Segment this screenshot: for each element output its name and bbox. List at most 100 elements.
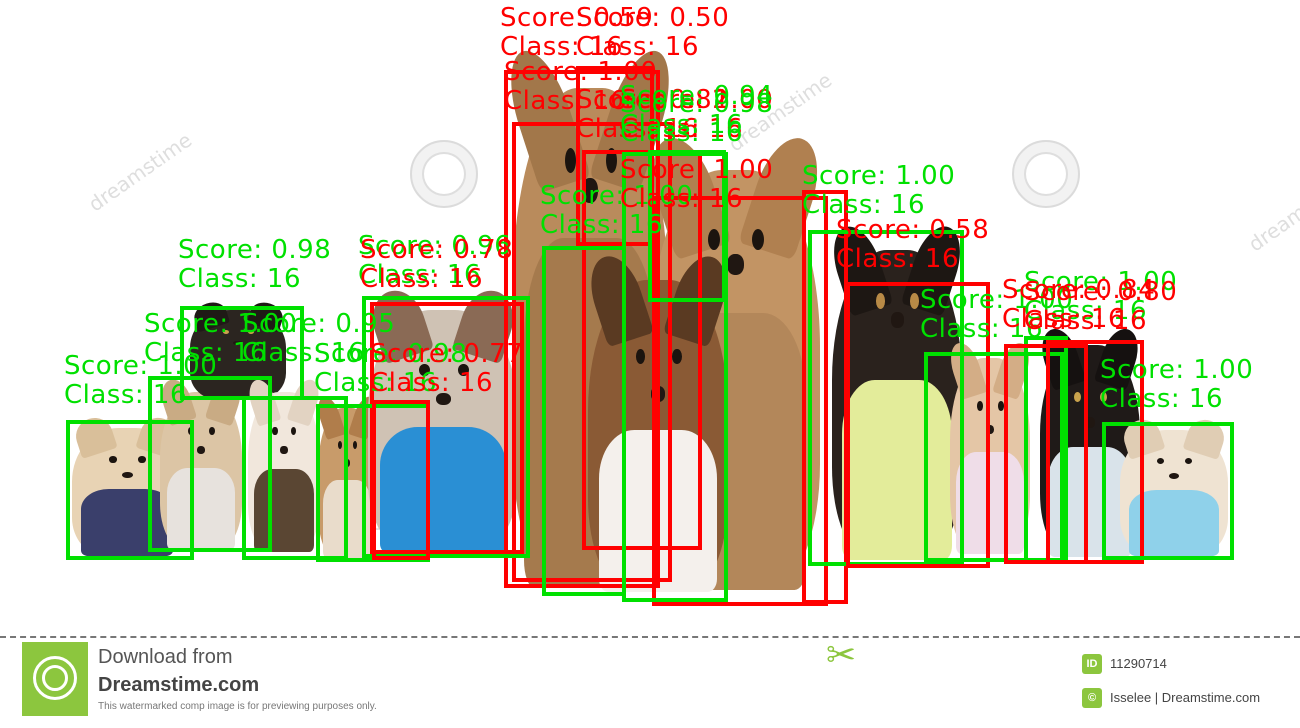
detection-score: Score: 1.00 <box>144 309 298 339</box>
detection-class: Class: 16 <box>370 368 494 398</box>
detection-box <box>362 296 530 558</box>
detection-label: Score: 1.00 Class: 16 <box>64 352 217 410</box>
dreamstime-spiral-logo-icon <box>22 642 88 716</box>
detection-score: Score: 0.84 <box>1002 275 1156 305</box>
detection-class: Class: 16 <box>500 32 624 62</box>
watermark-text: dreamstime <box>83 127 197 217</box>
dog-figure <box>71 412 183 556</box>
detection-class: Class: 16 <box>540 210 664 240</box>
detection-label: Score: 0.59 Class: 16 <box>500 4 653 62</box>
detection-class: Class: 16 <box>242 338 366 368</box>
detection-label: Score: 1.00 Class: 16 <box>620 86 773 144</box>
scissors-icon: ✂ <box>826 635 857 676</box>
detection-label: Score: 0.95 Class: 16 <box>242 310 395 368</box>
detection-class: Class: 16 <box>314 368 438 398</box>
detection-class: Class: 16 <box>1024 296 1148 326</box>
detection-label: Score: 0.84 Class: 16 <box>1002 276 1155 334</box>
detection-label: Score: 0.98 Class: 16 <box>314 340 467 398</box>
detection-class: Class: 16 <box>1002 304 1126 334</box>
detection-score: Score: 0.94 <box>620 81 774 111</box>
detection-class: Class: 16 <box>576 32 700 62</box>
detection-label: Score: 1.00 Class: 16 <box>620 156 773 214</box>
watermark-text: dreamstime <box>1243 167 1300 257</box>
credit-text: Isselee | Dreamstime.com <box>1110 690 1261 705</box>
detection-score: Score: 0.98 <box>178 235 332 265</box>
detection-score: Score: 0.96 <box>358 231 512 261</box>
detection-class: Class: 16 <box>576 114 700 144</box>
detection-label: Score: 1.00 Class: 16 <box>504 58 657 116</box>
detection-score: Score: 1.00 <box>802 161 956 191</box>
detection-label: Score: 0.82 Class: 16 <box>576 86 729 144</box>
dreamstime-brand-text: Dreamstime.com <box>98 674 260 696</box>
detection-class: Class: 16 <box>620 114 744 144</box>
detection-class: Class: 16 <box>1024 306 1148 336</box>
detection-label: Score: 1.00 Class: 16 <box>144 310 297 368</box>
detection-class: Class: 16 <box>1100 384 1224 414</box>
detection-class: Class: 16 <box>144 338 268 368</box>
download-from-text: Download from <box>98 646 233 668</box>
detection-box <box>576 66 654 246</box>
detection-score: Score: 1.00 <box>64 351 218 381</box>
detection-label: Score: 0.58 Class: 16 <box>836 216 989 274</box>
detection-box <box>924 352 1064 562</box>
detection-score: Score: 0.77 <box>370 339 524 369</box>
detection-class: Class: 16 <box>620 184 744 214</box>
detection-box <box>846 282 990 568</box>
detection-box <box>648 150 726 302</box>
detection-label: Score: 0.77 Class: 16 <box>370 340 523 398</box>
copyright-icon: © <box>1082 688 1102 708</box>
detection-score: Score: 0.98 <box>314 339 468 369</box>
detection-box <box>148 376 272 552</box>
detection-box <box>504 70 660 588</box>
detection-class: Class: 16 <box>836 244 960 274</box>
dog-figure <box>364 284 522 554</box>
id-icon: ID <box>1082 654 1102 674</box>
detection-class: Class: 16 <box>620 110 744 140</box>
detection-score: Score: 1.00 <box>1100 355 1254 385</box>
detection-label: Score: 0.94 Class: 16 <box>620 82 773 140</box>
detection-score: Score: 1.00 <box>540 181 694 211</box>
dog-figure <box>824 220 970 560</box>
detection-label: Score: 0.50 Class: 16 <box>576 4 729 62</box>
detection-score: Score: 1.00 <box>620 155 774 185</box>
detection-score: Score: 0.59 <box>500 3 654 33</box>
detection-label: Score: 1.00 Class: 16 <box>540 182 693 240</box>
detection-class: Class: 16 <box>802 190 926 220</box>
detection-score: Score: 0.80 <box>1024 277 1178 307</box>
detection-box <box>372 400 430 560</box>
detection-box <box>66 420 194 560</box>
detection-score: Score: 0.78 <box>360 235 514 265</box>
detection-box <box>1046 340 1144 564</box>
dog-figure <box>157 376 245 550</box>
detection-box <box>652 196 828 606</box>
detection-score: Score: 0.95 <box>242 309 396 339</box>
watermark-spiral-icon <box>410 140 478 208</box>
watermark-footer: Download from Dreamstime.com This waterm… <box>0 636 1300 728</box>
detection-label: Score: 0.96 Class: 16 <box>358 232 511 290</box>
detection-score: Score: 1.00 <box>1024 267 1178 297</box>
detection-box <box>242 396 348 560</box>
detection-label: Score: 1.00 Class: 16 <box>1024 268 1177 326</box>
detection-score: Score: 1.00 <box>920 285 1074 315</box>
image-id: 11290714 <box>1110 656 1167 671</box>
detection-score: Score: 0.82 <box>576 85 730 115</box>
detection-box <box>512 122 672 582</box>
detection-score: Score: 0.58 <box>836 215 990 245</box>
detection-score: Score: 1.00 <box>504 57 658 87</box>
detection-label: Score: 0.80 Class: 16 <box>1024 278 1177 336</box>
detection-score: Score: 1.00 <box>620 85 774 115</box>
detection-label: Score: 0.78 Class: 16 <box>360 236 513 294</box>
detection-class: Class: 16 <box>360 264 484 294</box>
detection-score: Score: 0.50 <box>576 3 730 33</box>
detection-label: Score: 1.00 Class: 16 <box>802 162 955 220</box>
detection-label: Score: 0.98 Class: 16 <box>178 236 331 294</box>
detection-box <box>542 246 626 596</box>
preview-note: This watermarked comp image is for previ… <box>98 701 377 712</box>
detection-label: Score: 0.98 Class: 16 <box>620 90 773 148</box>
watermark-spiral-icon <box>1012 140 1080 208</box>
detection-class: Class: 16 <box>64 380 188 410</box>
detection-label: Score: 1.00 Class: 16 <box>1100 356 1253 414</box>
detection-class: Class: 16 <box>178 264 302 294</box>
dog-figure <box>244 376 324 552</box>
detection-score: Score: 0.98 <box>620 89 774 119</box>
